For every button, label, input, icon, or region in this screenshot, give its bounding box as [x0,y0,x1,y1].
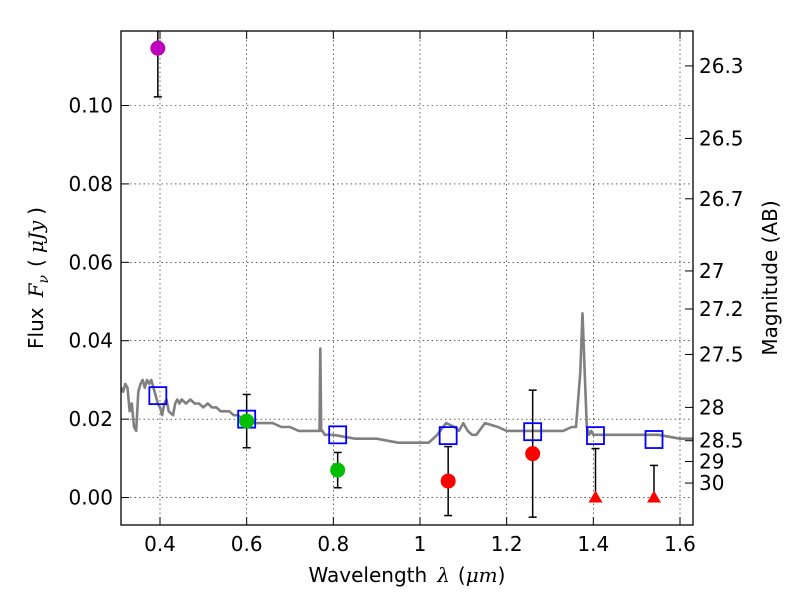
model-square-marker [644,430,664,449]
x-tick-label: 0.6 [231,532,263,556]
y2-tick-label: 27.5 [699,342,744,366]
model-square-marker [523,422,543,442]
x-tick-label: 1.2 [491,532,523,556]
model-square-marker [328,425,348,445]
tick-layer: 0.4 0.6 0.8 1 1.2 1.4 1.6 0.00 0.02 0.04 0.06 0.08 0… [68,31,744,556]
data-layer [121,31,693,518]
upper-limit-marker [588,490,603,503]
y2-tick-label: 28 [699,395,724,419]
upper-limit-marker [647,490,661,503]
y-tick-label: 0.08 [68,172,113,196]
y2-tick-label: 29 [699,449,724,473]
y2-tick-label: 26.5 [699,126,744,150]
grid-layer [121,31,693,525]
y-tick-label: 0.02 [68,407,113,431]
x-axis-label: Wavelength λ (μm) [309,563,506,587]
y-tick-label: 0.00 [68,486,113,510]
data-point [330,462,346,478]
y-axis-label: FluxFν(μJy) [24,207,52,349]
y-tick-label: 0.06 [68,250,113,274]
x-tick-label: 1 [414,532,427,556]
x-tick-label: 1.6 [664,532,696,556]
y-tick-label: 0.04 [68,329,113,353]
data-point [525,446,541,462]
spectrum-line [121,311,693,445]
y2-tick-label: 27.2 [699,297,744,321]
model-square-marker [586,426,605,446]
y2-tick-label: 26.7 [699,187,744,211]
plot-area [121,31,693,518]
model-square-marker [148,386,168,406]
plot-frame [120,30,694,526]
y2-tick-label: 30 [699,471,724,495]
x-tick-label: 0.4 [144,532,176,556]
y-tick-label: 0.10 [68,93,113,117]
y2-tick-label: 27 [699,259,724,283]
y2-tick-label: 28.5 [699,429,744,453]
x-tick-label: 0.8 [317,532,349,556]
x-tick-label: 1.4 [577,532,609,556]
data-point [150,40,166,56]
data-point [440,473,456,489]
y2-axis-label: Magnitude (AB) [758,200,782,355]
y2-tick-label: 26.3 [699,54,744,78]
model-square-marker [438,426,458,446]
data-point [239,413,255,429]
